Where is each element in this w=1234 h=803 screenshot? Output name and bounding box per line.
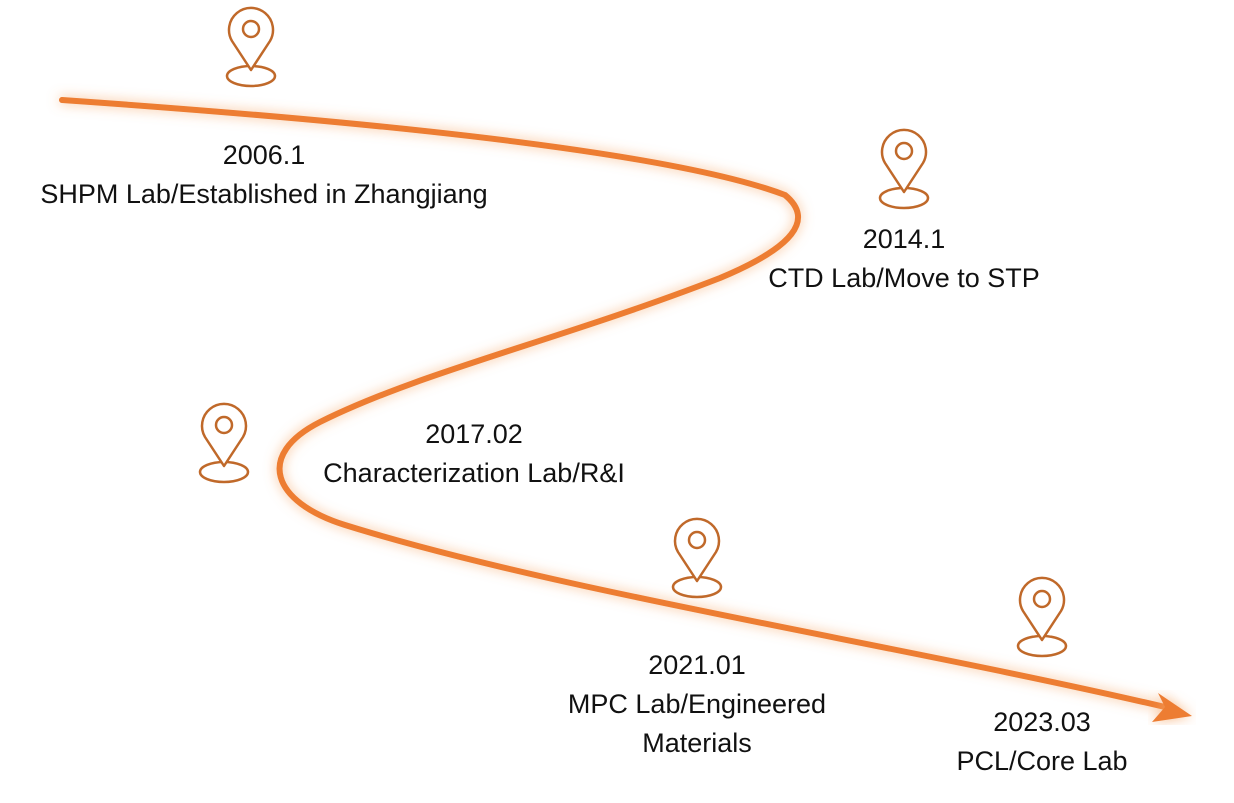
location-pin (1016, 576, 1068, 658)
location-pin (198, 402, 250, 484)
milestone-date: 2017.02 (425, 419, 523, 449)
milestone-label: SHPM Lab/Established in Zhangjiang (40, 179, 488, 209)
milestone-date: 2006.1 (222, 140, 306, 170)
milestone-date: 2021.01 (648, 650, 746, 680)
milestone-label: Characterization Lab/R&I (323, 458, 625, 488)
milestone-date: 2014.1 (862, 224, 946, 254)
milestone-label: CTD Lab/Move to STP (768, 263, 1040, 293)
location-pin (225, 6, 277, 88)
milestone-date: 2023.03 (993, 707, 1091, 737)
milestone: 2014.1 CTD Lab/Move to STP (768, 220, 1040, 298)
milestone-label: MPC Lab/Engineered Materials (567, 689, 827, 758)
arrow-head (1152, 693, 1192, 722)
milestone: 2006.1 SHPM Lab/Established in Zhangjian… (40, 136, 487, 214)
timeline-path (59, 97, 1168, 710)
milestone: 2023.03 PCL/Core Lab (956, 703, 1127, 781)
milestone-label: PCL/Core Lab (956, 746, 1128, 776)
milestone: 2021.01 MPC Lab/Engineered Materials (547, 646, 847, 763)
location-pin (671, 517, 723, 599)
location-pin (878, 128, 930, 210)
milestone: 2017.02 Characterization Lab/R&I (323, 415, 625, 493)
